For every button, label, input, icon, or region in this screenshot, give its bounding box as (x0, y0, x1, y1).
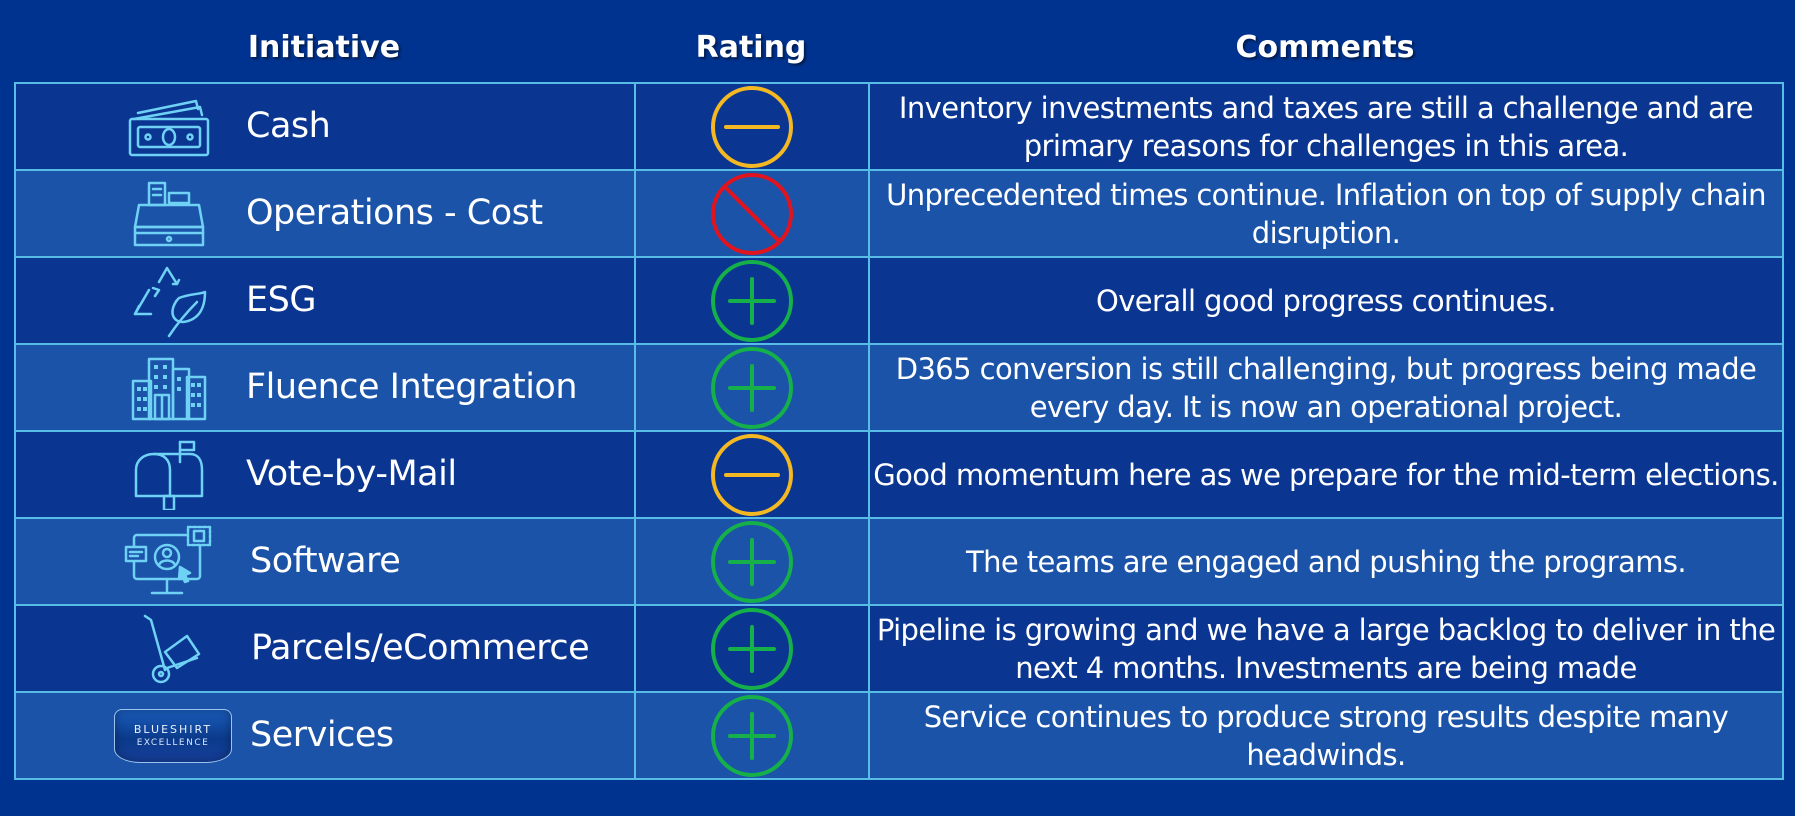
comment-cell: Overall good progress continues. (868, 256, 1784, 345)
comment-cell: D365 conversion is still challenging, bu… (868, 343, 1784, 432)
table-row: Operations - Cost Unprecedented times co… (14, 169, 1784, 258)
comment-cell: Good momentum here as we prepare for the… (868, 430, 1784, 519)
header-comments: Comments (1235, 30, 1415, 65)
initiative-label: Software (250, 541, 401, 581)
rating-cell (634, 604, 870, 693)
rating-cell (634, 691, 870, 780)
table-row: ESG Overall good progress continues. (14, 256, 1784, 345)
cash-icon (124, 92, 214, 162)
initiative-label: Parcels/eCommerce (251, 628, 590, 668)
badge-bottom-text: EXCELLENCE (136, 738, 210, 748)
comment-cell: Inventory investments and taxes are stil… (868, 82, 1784, 171)
table-row: BLUESHIRT EXCELLENCE Services (14, 691, 1784, 780)
buildings-icon (124, 353, 214, 423)
initiative-cell: BLUESHIRT EXCELLENCE Services (14, 691, 636, 780)
rating-cell (634, 430, 870, 519)
table-row: Vote-by-Mail Good momentum here as we pr… (14, 430, 1784, 519)
header-rating: Rating (695, 30, 807, 65)
initiative-label: Fluence Integration (246, 367, 578, 407)
initiative-label: Operations - Cost (246, 193, 543, 233)
initiative-label: Vote-by-Mail (246, 454, 457, 494)
table-row: Software The teams are engaged and pushi… (14, 517, 1784, 606)
rating-positive-icon (636, 693, 868, 778)
cash-register-icon (124, 179, 214, 249)
rating-positive-icon (636, 606, 868, 691)
blueshirt-excellence-badge: BLUESHIRT EXCELLENCE (114, 709, 232, 763)
rating-cell (634, 343, 870, 432)
recycle-leaf-icon (124, 266, 214, 338)
table-row: Cash Inventory investments and taxes are… (14, 82, 1784, 171)
rating-positive-icon (636, 258, 868, 343)
initiative-cell: Operations - Cost (14, 169, 636, 258)
comment-cell: Service continues to produce strong resu… (868, 691, 1784, 780)
rating-cell (634, 82, 870, 171)
header-initiative: Initiative (247, 30, 401, 65)
mailbox-icon (124, 440, 214, 510)
table-row: Fluence Integration D365 conversion is s… (14, 343, 1784, 432)
rating-cell (634, 169, 870, 258)
comment-cell: Pipeline is growing and we have a large … (868, 604, 1784, 693)
initiative-cell: Vote-by-Mail (14, 430, 636, 519)
badge-top-text: BLUESHIRT (133, 723, 213, 736)
initiative-cell: Fluence Integration (14, 343, 636, 432)
computer-user-icon (124, 525, 214, 597)
table-header-row: Initiative Rating Comments (0, 0, 1795, 82)
rating-cell (634, 256, 870, 345)
initiative-cell: ESG (14, 256, 636, 345)
initiative-label: ESG (246, 280, 316, 320)
comment-cell: The teams are engaged and pushing the pr… (868, 517, 1784, 606)
rating-neutral-icon (636, 84, 868, 169)
initiative-cell: Cash (14, 82, 636, 171)
initiative-cell: Parcels/eCommerce (14, 604, 636, 693)
initiative-cell: Software (14, 517, 636, 606)
initiative-label: Services (250, 715, 394, 755)
rating-cell (634, 517, 870, 606)
table-row: Parcels/eCommerce Pipeline is growing an… (14, 604, 1784, 693)
rating-positive-icon (636, 519, 868, 604)
scorecard-table: Cash Inventory investments and taxes are… (14, 82, 1784, 780)
rating-neutral-icon (636, 432, 868, 517)
blueshirt-badge-icon: BLUESHIRT EXCELLENCE (114, 701, 232, 771)
hand-truck-icon (124, 614, 214, 684)
rating-negative-icon (636, 171, 868, 256)
comment-cell: Unprecedented times continue. Inflation … (868, 169, 1784, 258)
initiative-label: Cash (246, 106, 331, 146)
rating-positive-icon (636, 345, 868, 430)
